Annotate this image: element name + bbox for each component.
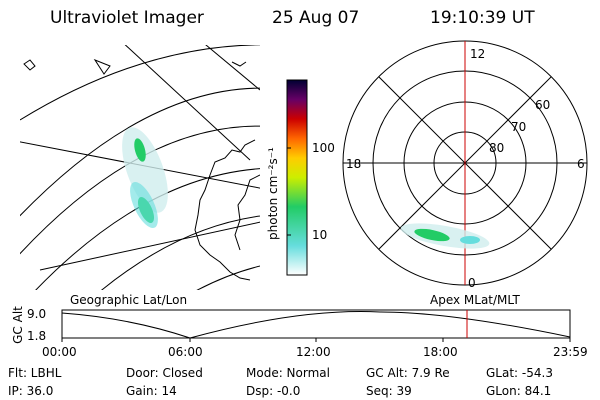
altitude-ylabel: GC Alt	[11, 306, 25, 344]
door-status: Door: Closed	[126, 366, 203, 380]
colorbar-tick-100: 100	[312, 141, 335, 155]
altitude-xtick-0600: 06:00	[168, 345, 203, 359]
instrument-title: Ultraviolet Imager	[50, 8, 204, 28]
glat-status: GLat: -54.3	[486, 366, 553, 380]
altitude-ytick-high: 9.0	[27, 307, 47, 321]
glon-status: GLon: 84.1	[486, 384, 552, 398]
altitude-xtick-2359: 23:59	[553, 345, 588, 359]
altitude-xtick-1800: 18:00	[423, 345, 458, 359]
date-label: 25 Aug 07	[272, 8, 360, 28]
seq-status: Seq: 39	[366, 384, 412, 398]
altitude-xtick-1200: 12:00	[296, 345, 331, 359]
time-label: 19:10:39 UT	[430, 8, 535, 28]
aurora-emission-left	[122, 127, 168, 229]
mlt-label-18: 18	[346, 157, 362, 171]
filter-status: Flt: LBHL	[8, 366, 62, 380]
altitude-xtick-0000: 00:00	[42, 345, 77, 359]
mlt-label-12: 12	[470, 47, 486, 61]
mlt-label-6: 6	[577, 157, 585, 171]
apex-map-label: Apex MLat/MLT	[430, 293, 520, 307]
mlat-label-60: 60	[535, 98, 551, 112]
aurora-emission-right	[400, 223, 490, 249]
altitude-ytick-low: 1.8	[27, 329, 47, 343]
gc-alt-status: GC Alt: 7.9 Re	[366, 366, 450, 380]
geographic-map-label: Geographic Lat/Lon	[70, 293, 188, 307]
mode-status: Mode: Normal	[246, 366, 330, 380]
dsp-status: Dsp: -0.0	[246, 384, 301, 398]
mlat-label-80: 80	[489, 141, 505, 155]
mlat-label-70: 70	[511, 120, 527, 134]
mlt-label-0: 0	[468, 276, 476, 290]
gain-status: Gain: 14	[126, 384, 177, 398]
colorbar-tick-10: 10	[312, 228, 328, 242]
ip-status: IP: 36.0	[8, 384, 54, 398]
